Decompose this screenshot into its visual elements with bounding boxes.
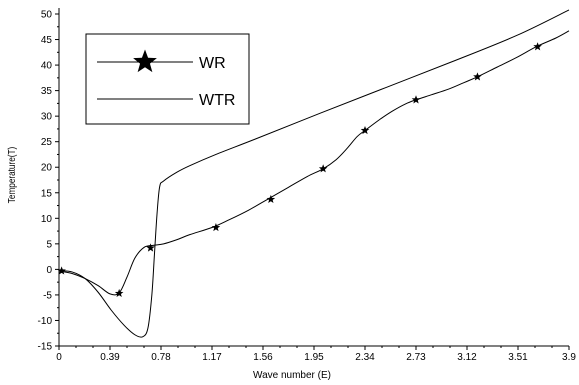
star-marker	[318, 164, 328, 173]
x-tick-label: 1.95	[304, 352, 324, 363]
y-axis-title: Temperature(T)	[6, 147, 17, 203]
y-tick-label: 15	[41, 188, 53, 199]
star-marker	[146, 243, 155, 252]
y-tick-label: 50	[41, 10, 53, 21]
legend-box	[85, 33, 250, 125]
x-tick-label: 2.73	[406, 352, 426, 363]
star-marker	[473, 72, 482, 81]
x-axis-title: Wave number (E)	[253, 370, 331, 381]
y-ticks: -15 -10 -5 0 5 10 15 20 25 30 35 40 45 50	[38, 10, 59, 353]
star-marker	[533, 42, 542, 51]
star-marker	[266, 194, 276, 204]
y-tick-label: 45	[41, 35, 53, 46]
y-tick-label: 20	[41, 163, 53, 174]
series-markers	[57, 42, 542, 298]
star-marker	[211, 223, 221, 232]
x-ticks: 0 0.39 0.78 1.17 1.56 1.95 2.34 2.73 3.12 3.51 3.9	[56, 346, 576, 363]
y-tick-label: 30	[41, 112, 53, 123]
y-tick-label: 25	[41, 137, 53, 148]
legend-star-icon	[133, 49, 157, 73]
x-tick-label: 3.12	[457, 352, 477, 363]
series-line-wtr	[58, 9, 570, 338]
x-tick-label: 0	[56, 352, 62, 363]
series-lines	[58, 9, 570, 338]
x-tick-label: 0.78	[151, 352, 171, 363]
x-tick-label: 1.56	[253, 352, 273, 363]
star-marker	[57, 266, 66, 275]
legend-label-wr: WR	[199, 55, 226, 72]
y-tick-label: -5	[43, 290, 52, 301]
y-tick-label: -10	[38, 316, 53, 327]
x-tick-label: 2.34	[355, 352, 375, 363]
y-tick-label: 5	[46, 239, 52, 250]
star-marker	[114, 288, 124, 298]
x-tick-label: 3.51	[508, 352, 528, 363]
y-tick-label: 0	[46, 265, 52, 276]
legend-label-wtr: WTR	[199, 92, 235, 109]
y-tick-label: 35	[41, 86, 53, 97]
star-marker	[411, 95, 421, 104]
series-line-wr	[58, 30, 570, 296]
star-marker	[360, 125, 370, 135]
x-tick-label: 0.39	[100, 352, 120, 363]
y-tick-label: 40	[41, 61, 53, 72]
legend: WR WTR	[85, 33, 250, 125]
x-tick-label: 1.17	[202, 352, 222, 363]
x-tick-label: 3.9	[562, 352, 576, 363]
y-tick-label: 10	[41, 214, 53, 225]
y-tick-label: -15	[38, 342, 53, 353]
